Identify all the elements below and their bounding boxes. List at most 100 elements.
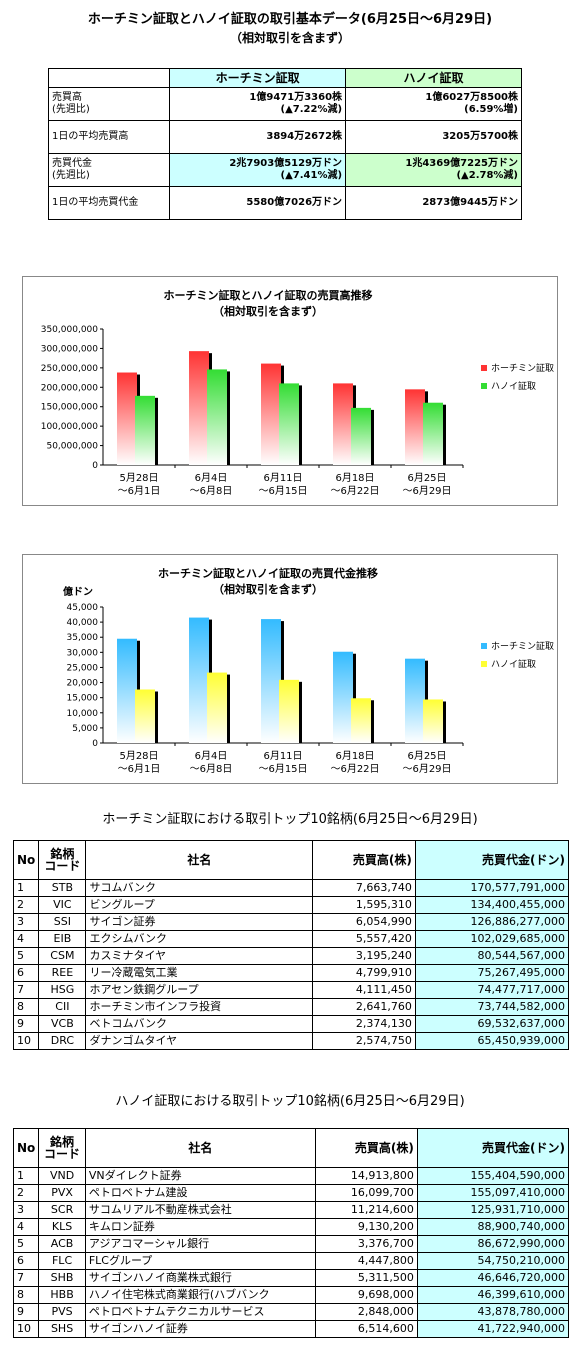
cell-name: ハノイ住宅株式商業銀行(ハブバンク (84, 1286, 317, 1304)
bar-hcm (333, 383, 353, 465)
cell-no: 2 (12, 896, 40, 914)
table-row: 3 SSI サイゴン証券 6,054,990 126,886,277,000 (12, 913, 570, 931)
bar-hn (135, 395, 155, 465)
cell-name: カスミナタイヤ (85, 947, 314, 965)
cell-value: 69,532,637,000 (414, 1015, 570, 1033)
cell-volume: 4,111,450 (312, 981, 416, 999)
cell-volume: 2,374,130 (312, 1015, 416, 1033)
cell-value: 41,722,940,000 (416, 1320, 570, 1338)
cell-no: 10 (12, 1032, 40, 1050)
x-tick-label: 〜6月22日 (330, 485, 379, 497)
cell-value: 43,878,780,000 (416, 1303, 570, 1321)
cell-code: SHB (38, 1269, 86, 1287)
cell-no: 3 (12, 1201, 40, 1219)
table-row: 1 VND VNダイレクト証券 14,913,800 155,404,590,000 (12, 1167, 570, 1185)
x-tick-label: 5月28日 (119, 472, 158, 484)
cell-no: 4 (12, 1218, 40, 1236)
legend-label: ハノイ証取 (491, 380, 536, 392)
x-tick-label: 〜6月15日 (258, 763, 307, 775)
bar-hcm (117, 372, 137, 465)
table-row: 8 HBB ハノイ住宅株式商業銀行(ハブバンク 9,698,000 46,399,610… (12, 1286, 570, 1304)
x-tick-label: 6月18日 (335, 472, 374, 484)
bar-hcm (405, 658, 425, 743)
summary-header-hn: ハノイ証取 (345, 68, 522, 88)
table-row: 2 PVX ペトロベトナム建設 16,099,700 155,097,410,000 (12, 1184, 570, 1202)
y-tick-label: 200,000,000 (41, 383, 99, 393)
x-tick-label: 6月4日 (195, 472, 228, 484)
table-row: 5 CSM カスミナタイヤ 3,195,240 80,544,567,000 (12, 947, 570, 965)
table-row: 7 HSG ホアセン鉄鋼グループ 4,111,450 74,477,717,000 (12, 981, 570, 999)
cell-no: 8 (12, 998, 40, 1016)
cell-value: 46,646,720,000 (416, 1269, 570, 1287)
col-value: 売買代金(ドン) (414, 840, 570, 880)
cell-value: 102,029,685,000 (414, 930, 570, 948)
cell-no: 1 (12, 1167, 40, 1185)
legend-swatch (481, 661, 487, 667)
cell-name: ホアセン鉄鋼グループ (85, 981, 314, 999)
bar-hn (279, 679, 299, 743)
summary-row: 1日の平均売買高 3894万2672株 3205万5700株 (47, 120, 522, 154)
cell-code: VCB (38, 1015, 87, 1033)
cell-name: サイゴンハノイ証券 (84, 1320, 317, 1338)
cell-name: ビングループ (85, 896, 314, 914)
cell-code: SHS (38, 1320, 86, 1338)
summary-value-hcm: 5580億7026万ドン (169, 186, 347, 220)
legend-swatch (481, 643, 487, 649)
cell-name: サコムリアル不動産株式会社 (84, 1201, 317, 1219)
table-row: 6 FLC FLCグループ 4,447,800 54,750,210,000 (12, 1252, 570, 1270)
cell-name: キムロン証券 (84, 1218, 317, 1236)
page-title: ホーチミン証取とハノイ証取の取引基本データ(6月25日〜6月29日) (87, 12, 493, 27)
legend-swatch (481, 383, 487, 389)
x-tick-label: 6月25日 (407, 472, 446, 484)
x-tick-label: 6月11日 (263, 750, 302, 762)
cell-no: 9 (12, 1015, 40, 1033)
bar-hcm (117, 638, 137, 743)
cell-no: 5 (12, 1235, 40, 1253)
cell-code: VND (38, 1167, 86, 1185)
col-name: 社名 (84, 1128, 317, 1168)
cell-code: STB (38, 879, 87, 897)
value-chart: ホーチミン証取とハノイ証取の売買代金推移 （相対取引を含まず） 億ドン 0 5,000 1… (22, 554, 558, 784)
summary-row: 売買高 (先週比) 1億9471万3360株 (▲7.22%減) 1億6027万85… (47, 87, 522, 121)
cell-name: サコムバンク (85, 879, 314, 897)
x-tick-label: 〜6月1日 (118, 763, 161, 775)
table-row: 4 EIB エクシムバンク 5,557,420 102,029,685,000 (12, 930, 570, 948)
cell-volume: 6,054,990 (312, 913, 416, 931)
cell-value: 75,267,495,000 (414, 964, 570, 982)
cell-name: ベトコムバンク (85, 1015, 314, 1033)
y-tick-label: 0 (92, 739, 98, 749)
bar-hcm (261, 619, 281, 743)
summary-row: 売買代金 (先週比) 2兆7903億5129万ドン (▲7.41%減) 1兆4369… (47, 153, 522, 187)
cell-code: EIB (38, 930, 87, 948)
cell-no: 10 (12, 1320, 40, 1338)
summary-value-hn: 3205万5700株 (345, 120, 522, 154)
cell-name: サイゴン証券 (85, 913, 314, 931)
cell-volume: 14,913,800 (315, 1167, 418, 1185)
y-tick-label: 150,000,000 (41, 403, 99, 413)
col-volume: 売買高(株) (312, 840, 416, 880)
summary-header-hcm: ホーチミン証取 (169, 68, 347, 88)
legend-swatch (481, 365, 487, 371)
y-tick-label: 25,000 (67, 663, 99, 673)
summary-label: 売買高 (先週比) (47, 87, 171, 121)
cell-volume: 7,663,740 (312, 879, 416, 897)
col-volume: 売買高(株) (315, 1128, 418, 1168)
summary-value-hn: 2873億9445万ドン (345, 186, 522, 220)
y-tick-label: 5,000 (72, 724, 98, 734)
cell-value: 125,931,710,000 (416, 1201, 570, 1219)
table-row: 1 STB サコムバンク 7,663,740 170,577,791,000 (12, 879, 570, 897)
cell-volume: 5,557,420 (312, 930, 416, 948)
cell-no: 9 (12, 1303, 40, 1321)
cell-volume: 3,376,700 (315, 1235, 418, 1253)
cell-code: REE (38, 964, 87, 982)
cell-value: 88,900,740,000 (416, 1218, 570, 1236)
y-axis-label: 億ドン (63, 585, 93, 598)
x-tick-label: 6月18日 (335, 750, 374, 762)
cell-name: エクシムバンク (85, 930, 314, 948)
cell-name: ペトロベトナムテクニカルサービス (84, 1303, 317, 1321)
cell-volume: 2,848,000 (315, 1303, 418, 1321)
table-row: 7 SHB サイゴンハノイ商業株式銀行 5,311,500 46,646,720,000 (12, 1269, 570, 1287)
col-no: No (12, 840, 40, 880)
cell-volume: 1,595,310 (312, 896, 416, 914)
summary-value-hcm: 3894万2672株 (169, 120, 347, 154)
